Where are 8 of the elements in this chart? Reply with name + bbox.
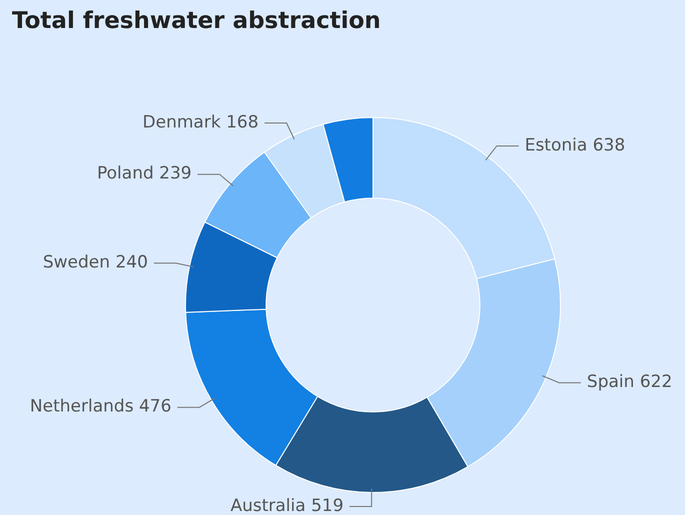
slice-label: Poland 239: [97, 164, 192, 184]
slice-label: Denmark 168: [142, 112, 259, 132]
chart-title: Total freshwater abstraction: [12, 8, 381, 34]
slice-label: Spain 622: [586, 372, 672, 392]
slice-label: Sweden 240: [42, 252, 148, 273]
slice-label: Netherlands 476: [30, 396, 172, 417]
slice-label: Estonia 638: [524, 135, 626, 156]
slice-label: Australia 519: [230, 496, 344, 515]
